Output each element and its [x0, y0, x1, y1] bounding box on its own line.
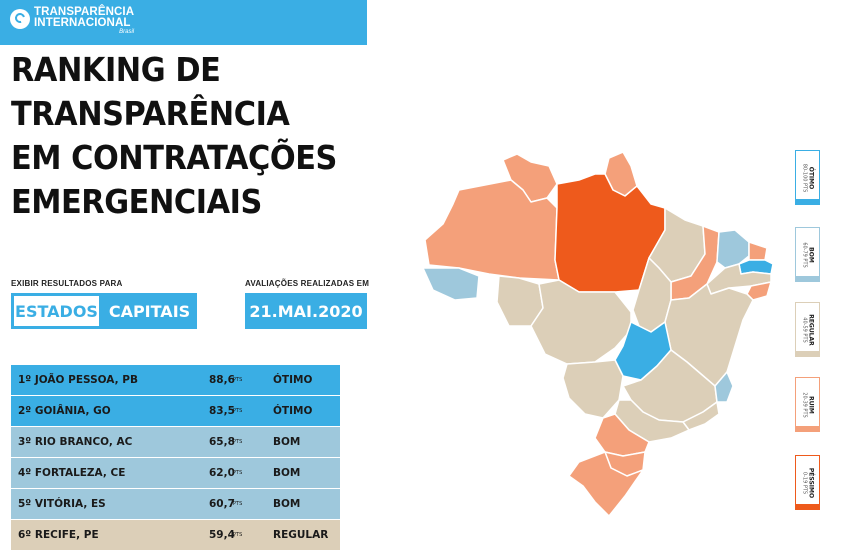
state-mato-grosso[interactable]	[530, 279, 632, 365]
legend-label: RUIM	[807, 395, 814, 414]
state-amazonas[interactable]	[424, 179, 560, 281]
state-rio-grande-do-sul[interactable]	[568, 451, 644, 517]
ranking-unit: PTS	[233, 377, 243, 383]
ranking-row[interactable]: 5º VITÓRIA, ES 60,7 PTS BOM	[11, 489, 340, 519]
ranking-score: 65,8	[209, 436, 235, 448]
logo-icon	[10, 9, 30, 29]
ranking-unit: PTS	[233, 470, 243, 476]
ranking-unit: PTS	[233, 439, 243, 445]
legend-label: BOM	[807, 246, 814, 263]
show-results-label: EXIBIR RESULTADOS PARA	[11, 279, 123, 288]
results-toggle: ESTADOS CAPITAIS	[11, 293, 197, 329]
ranking-category: BOM	[273, 498, 301, 510]
brazil-map	[422, 151, 774, 517]
legend-range: 80-100 PTS	[801, 163, 807, 192]
legend-regular[interactable]: REGULAR 40-59 PTS	[795, 302, 820, 357]
ranking-row[interactable]: 4º FORTALEZA, CE 62,0 PTS BOM	[11, 458, 340, 488]
ranking-unit: PTS	[233, 532, 243, 538]
legend-swatch	[796, 426, 819, 431]
legend-swatch	[796, 199, 819, 204]
ranking-city: 5º VITÓRIA, ES	[18, 498, 106, 510]
ranking-city: 2º GOIÂNIA, GO	[18, 405, 111, 417]
brand-logo[interactable]: TRANSPARÊNCIA INTERNACIONAL Brasil	[10, 6, 135, 35]
ranking-score: 60,7	[209, 498, 235, 510]
ranking-row[interactable]: 2º GOIÂNIA, GO 83,5 PTS ÓTIMO	[11, 396, 340, 426]
title-line-3: EM CONTRATAÇÕES	[11, 138, 337, 177]
title-line-1: RANKING DE	[11, 50, 221, 89]
legend-swatch	[796, 276, 819, 281]
ranking-category: REGULAR	[273, 529, 329, 541]
legend-swatch	[796, 351, 819, 356]
page-title: RANKING DE TRANSPARÊNCIA EM CONTRATAÇÕES…	[11, 48, 337, 224]
ranking-row[interactable]: 6º RECIFE, PE 59,4 PTS REGULAR	[11, 520, 340, 550]
legend-otimo[interactable]: ÓTIMO 80-100 PTS	[795, 150, 820, 205]
title-line-4: EMERGENCIAIS	[11, 182, 262, 221]
ranking-category: ÓTIMO	[273, 374, 313, 386]
legend-pessimo[interactable]: PÉSSIMO 0-19 PTS	[795, 455, 820, 510]
legend-range: 20-39 PTS	[801, 391, 807, 418]
state-acre[interactable]	[422, 267, 480, 301]
state-rio-grande-do-norte[interactable]	[748, 241, 768, 261]
ranking-row[interactable]: 3º RIO BRANCO, AC 65,8 PTS BOM	[11, 427, 340, 457]
ranking-city: 3º RIO BRANCO, AC	[18, 436, 133, 448]
ranking-category: BOM	[273, 436, 301, 448]
legend-range: 0-19 PTS	[801, 471, 807, 494]
ranking-city: 4º FORTALEZA, CE	[18, 467, 126, 479]
evaluation-date-button[interactable]: 21.MAI.2020	[245, 293, 367, 329]
ranking-score: 83,5	[209, 405, 235, 417]
legend-label: REGULAR	[807, 313, 814, 346]
legend-label: ÓTIMO	[807, 166, 814, 189]
brand-name-line1: TRANSPARÊNCIA	[34, 6, 135, 18]
ranking-category: ÓTIMO	[273, 405, 313, 417]
ranking-category: BOM	[273, 467, 301, 479]
state-alagoas[interactable]	[746, 281, 772, 301]
ranking-unit: PTS	[233, 501, 243, 507]
state-espirito-santo[interactable]	[714, 371, 734, 403]
legend-ruim[interactable]: RUIM 20-39 PTS	[795, 377, 820, 432]
ranking-score: 88,6	[209, 374, 235, 386]
ranking-unit: PTS	[233, 408, 243, 414]
legend-range: 60-79 PTS	[801, 241, 807, 268]
brand-country: Brasil	[119, 29, 135, 35]
ranking-score: 59,4	[209, 529, 235, 541]
state-mato-grosso-do-sul[interactable]	[562, 359, 624, 419]
legend-range: 40-59 PTS	[801, 316, 807, 343]
ranking-city: 6º RECIFE, PE	[18, 529, 99, 541]
title-line-2: TRANSPARÊNCIA	[11, 94, 290, 133]
ranking-city: 1º JOÃO PESSOA, PB	[18, 374, 138, 386]
header-bar: TRANSPARÊNCIA INTERNACIONAL Brasil	[0, 0, 367, 45]
state-ceara[interactable]	[716, 229, 750, 269]
legend-swatch	[796, 504, 819, 509]
option-capitals-button[interactable]: CAPITAIS	[102, 293, 197, 329]
legend-bom[interactable]: BOM 60-79 PTS	[795, 227, 820, 282]
evaluations-label: AVALIAÇÕES REALIZADAS EM	[245, 279, 370, 288]
legend-label: PÉSSIMO	[807, 467, 814, 498]
ranking-score: 62,0	[209, 467, 235, 479]
option-states-button[interactable]: ESTADOS	[11, 293, 102, 329]
ranking-row[interactable]: 1º JOÃO PESSOA, PB 88,6 PTS ÓTIMO	[11, 365, 340, 395]
brand-name-line2: INTERNACIONAL	[34, 17, 131, 29]
ranking-list: 1º JOÃO PESSOA, PB 88,6 PTS ÓTIMO 2º GOI…	[11, 365, 340, 551]
